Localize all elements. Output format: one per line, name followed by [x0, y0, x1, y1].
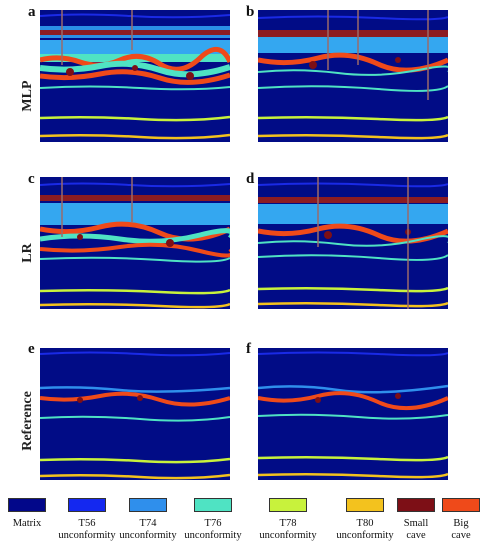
legend-text-t80: T80 unconformity [336, 518, 394, 541]
legend-text-matrix: Matrix [12, 518, 42, 529]
legend-swatch-t74 [129, 498, 167, 512]
legend-item-t74: T74 unconformity [115, 498, 181, 542]
legend-item-matrix: Matrix [0, 498, 60, 530]
panel-b-mlp-prediction [258, 10, 448, 142]
legend-swatch-t80 [346, 498, 384, 512]
panel-d-lr-prediction [258, 177, 448, 309]
legend-swatch-t78 [269, 498, 307, 512]
panel-label-f: f [246, 341, 251, 357]
legend-item-t56: T56 unconformity [54, 498, 120, 542]
legend-swatch-big-cave [442, 498, 480, 512]
row-label-lr: LR [20, 243, 35, 263]
legend-swatch-t76 [194, 498, 232, 512]
panel-f-reference [258, 348, 448, 480]
legend-text-t74: T74 unconformity [119, 518, 177, 541]
legend-item-big-cave: Big cave [428, 498, 489, 542]
legend-swatch-t56 [68, 498, 106, 512]
panel-label-c: c [28, 171, 35, 187]
panel-a-mlp-prediction [40, 10, 230, 142]
legend: Matrix T56 unconformity T74 unconformity T… [0, 498, 489, 550]
row-label-mlp: MLP [20, 80, 35, 112]
legend-item-t80: T80 unconformity [332, 498, 398, 542]
legend-text-t56: T56 unconformity [58, 518, 116, 541]
legend-text-t78: T78 unconformity [259, 518, 317, 541]
panel-label-d: d [246, 171, 255, 187]
legend-item-t78: T78 unconformity [255, 498, 321, 542]
legend-text-small-cave: Small cave [403, 518, 429, 541]
legend-item-small-cave: Small cave [383, 498, 449, 542]
legend-text-t76: T76 unconformity [184, 518, 242, 541]
panel-label-e: e [28, 341, 35, 357]
row-label-reference: Reference [20, 391, 35, 451]
legend-swatch-matrix [8, 498, 46, 512]
panel-label-a: a [28, 4, 36, 20]
panel-c-lr-prediction [40, 177, 230, 309]
panel-label-b: b [246, 4, 255, 20]
legend-item-t76: T76 unconformity [180, 498, 246, 542]
panel-e-reference [40, 348, 230, 480]
legend-swatch-small-cave [397, 498, 435, 512]
legend-text-big-cave: Big cave [451, 518, 471, 541]
